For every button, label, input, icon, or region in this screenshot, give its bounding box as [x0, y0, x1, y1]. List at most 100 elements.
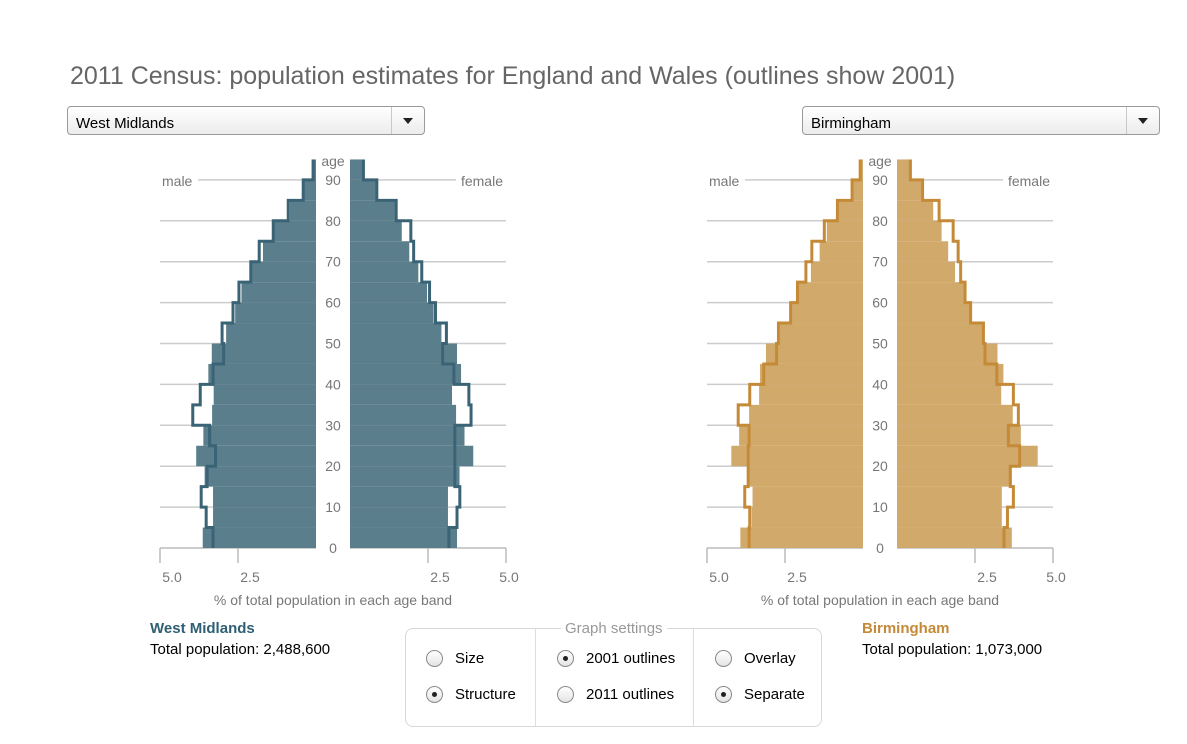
x-tick-label: 2.5: [787, 569, 807, 585]
age-tick-label: 80: [872, 213, 888, 229]
outline-male-2001: [191, 159, 315, 548]
bar-male-2011: [749, 404, 863, 426]
radio-2001-outlines[interactable]: 2001 outlines: [557, 650, 675, 667]
radio-unchecked-icon[interactable]: [557, 686, 574, 703]
radio-checked-icon[interactable]: [557, 650, 574, 667]
divider: [535, 629, 536, 726]
radio-structure[interactable]: Structure: [426, 686, 516, 703]
bar-female-2011: [897, 302, 972, 324]
radio-unchecked-icon[interactable]: [715, 650, 732, 667]
radio-size[interactable]: Size: [426, 650, 484, 667]
bar-female-2011: [350, 241, 410, 262]
bar-female-2011: [350, 200, 395, 221]
x-tick-label: 5.0: [162, 569, 182, 585]
male-label: male: [162, 173, 193, 189]
bar-male-2011: [740, 527, 863, 548]
bar-female-2011: [350, 343, 458, 364]
age-tick-label: 90: [325, 172, 341, 188]
area-select-right[interactable]: Birmingham: [802, 106, 1160, 135]
age-tick-label: 30: [872, 417, 888, 433]
age-tick-label: 30: [325, 417, 341, 433]
radio-overlay[interactable]: Overlay: [715, 650, 796, 667]
bar-male-2011: [303, 179, 316, 201]
age-tick-label: 60: [872, 295, 888, 311]
age-axis-label: age: [321, 153, 345, 169]
female-label: female: [461, 173, 503, 189]
age-tick-label: 70: [872, 254, 888, 270]
radio-checked-icon[interactable]: [715, 686, 732, 703]
bar-female-2011: [350, 261, 419, 283]
bar-female-2011: [350, 486, 448, 508]
bar-female-2011: [350, 527, 458, 548]
bar-female-2011: [350, 282, 428, 303]
bar-male-2011: [203, 425, 316, 446]
page-title: 2011 Census: population estimates for En…: [70, 62, 956, 90]
age-tick-label: 0: [876, 540, 884, 556]
bar-female-2011: [897, 179, 922, 201]
bar-female-2011: [350, 466, 460, 487]
bar-male-2011: [759, 384, 863, 405]
age-tick-label: 10: [325, 499, 341, 515]
bar-female-2011: [350, 220, 402, 242]
radio-unchecked-icon[interactable]: [426, 650, 443, 667]
bar-male-2011: [213, 384, 316, 405]
bar-female-2011: [897, 425, 1021, 446]
bar-female-2011: [897, 445, 1038, 467]
bar-male-2011: [798, 282, 863, 303]
select-value: West Midlands: [76, 115, 175, 132]
x-tick-label: 2.5: [430, 569, 450, 585]
bar-male-2011: [819, 241, 863, 262]
x-tick-label: 2.5: [977, 569, 997, 585]
male-label: male: [709, 173, 740, 189]
graph-settings: Graph settings Size Structure 2001 outline…: [405, 620, 822, 727]
bar-male-2011: [780, 323, 863, 344]
outline-female-2001: [361, 159, 473, 548]
bar-male-2011: [212, 404, 316, 426]
bar-male-2011: [226, 323, 316, 344]
x-tick-label: 5.0: [1046, 569, 1066, 585]
bar-male-2011: [202, 527, 316, 548]
radio-label: 2011 outlines: [586, 686, 675, 703]
bar-male-2011: [251, 261, 316, 283]
age-tick-label: 10: [872, 499, 888, 515]
bar-female-2011: [350, 445, 474, 467]
radio-separate[interactable]: Separate: [715, 686, 805, 703]
radio-checked-icon[interactable]: [426, 686, 443, 703]
bar-female-2011: [350, 363, 462, 385]
age-tick-label: 20: [872, 458, 888, 474]
age-tick-label: 50: [872, 336, 888, 352]
bar-female-2011: [897, 363, 1004, 385]
info-right: Birmingham Total population: 1,073,000: [862, 620, 1042, 658]
outline-male-2001: [736, 159, 862, 548]
x-axis-label: % of total population in each age band: [214, 592, 452, 608]
bar-male-2011: [208, 363, 316, 385]
age-tick-label: 70: [325, 254, 341, 270]
bar-male-2011: [852, 179, 863, 201]
bar-male-2011: [235, 302, 316, 324]
bar-male-2011: [790, 302, 863, 324]
total-population: Total population: 2,488,600: [150, 641, 331, 658]
radio-label: Overlay: [744, 650, 796, 667]
bar-male-2011: [826, 220, 863, 242]
bar-female-2011: [897, 261, 956, 283]
bar-female-2011: [350, 179, 377, 201]
bar-male-2011: [196, 445, 316, 467]
bar-male-2011: [289, 200, 316, 221]
radio-label: Size: [455, 650, 485, 667]
bar-female-2011: [350, 425, 465, 446]
bar-male-2011: [241, 282, 316, 303]
divider: [693, 629, 694, 726]
total-population: Total population: 1,073,000: [862, 641, 1043, 658]
area-name: West Midlands: [150, 620, 255, 637]
bar-female-2011: [897, 404, 1013, 426]
age-tick-label: 40: [325, 376, 341, 392]
bar-female-2011: [897, 200, 934, 221]
chevron-down-icon[interactable]: [391, 107, 424, 134]
bar-male-2011: [262, 241, 316, 262]
area-select-left[interactable]: West Midlands: [67, 106, 425, 135]
radio-2011-outlines[interactable]: 2011 outlines: [557, 686, 674, 703]
chevron-down-icon[interactable]: [1126, 107, 1159, 134]
bar-male-2011: [752, 486, 863, 508]
x-tick-label: 5.0: [499, 569, 519, 585]
